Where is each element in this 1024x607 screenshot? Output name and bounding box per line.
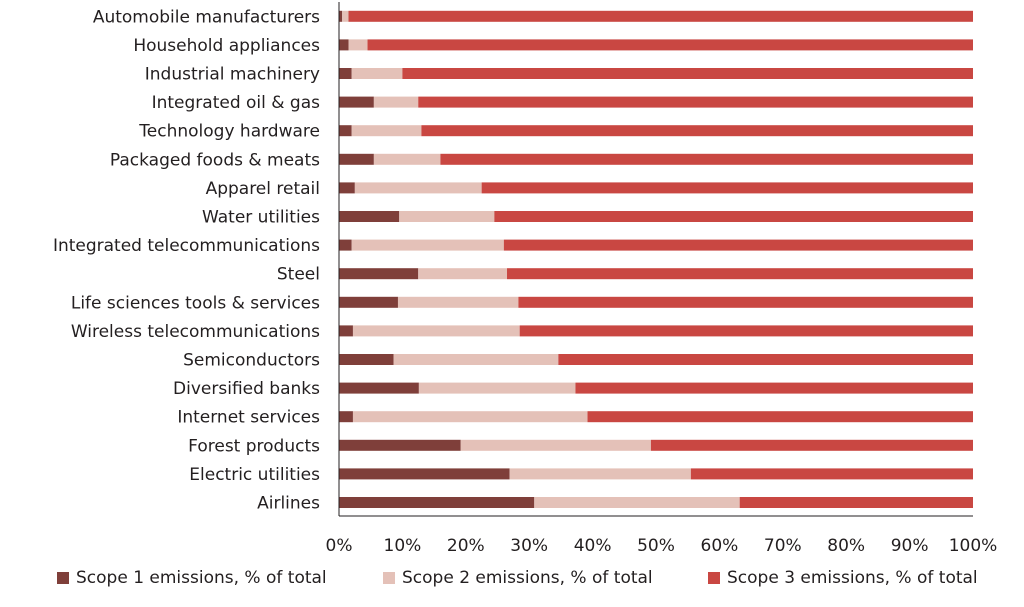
bar-wireless-telecommunications-scope-2 xyxy=(352,325,520,337)
legend-label-scope-2: Scope 2 emissions, % of total xyxy=(402,568,653,588)
bar-industrial-machinery-scope-3 xyxy=(402,68,973,79)
category-label-technology-hardware: Technology hardware xyxy=(138,122,320,142)
bar-household-appliances-scope-2 xyxy=(348,39,368,51)
bar-semiconductors-scope-1 xyxy=(339,354,394,365)
category-label-forest-products: Forest products xyxy=(188,436,320,456)
bar-packaged-foods-and-meats-scope-2 xyxy=(373,153,441,165)
x-tick-label-20: 20% xyxy=(447,536,485,556)
bar-packaged-foods-and-meats-scope-3 xyxy=(440,153,973,165)
bar-household-appliances-scope-3 xyxy=(367,39,973,51)
bar-integrated-telecommunications-scope-1 xyxy=(339,239,352,251)
bar-automobile-manufacturers-scope-1 xyxy=(339,10,343,22)
bar-forest-products-scope-3 xyxy=(650,439,973,451)
category-label-diversified-banks: Diversified banks xyxy=(173,379,320,399)
x-tick-labels: 0% 10% 20% 30% 40% 50% 60% 70% 80% 90% 100% xyxy=(326,536,998,556)
x-tick-label-60: 60% xyxy=(701,536,739,556)
bar-industrial-machinery-scope-1 xyxy=(339,68,352,79)
legend-label-scope-1: Scope 1 emissions, % of total xyxy=(76,568,327,588)
x-tick-label-0: 0% xyxy=(326,536,353,556)
bar-internet-services-scope-3 xyxy=(587,411,973,423)
legend-swatch-scope-2 xyxy=(383,572,395,584)
bar-water-utilities-scope-1 xyxy=(339,211,400,222)
stacked-bar-chart: Automobile manufacturers Household applia… xyxy=(53,2,998,556)
bar-life-sciences-tools-and-services-scope-1 xyxy=(339,296,398,308)
bar-integrated-oil-and-gas-scope-3 xyxy=(418,96,973,108)
legend-swatch-scope-3 xyxy=(708,572,720,584)
bar-diversified-banks-scope-3 xyxy=(575,382,973,394)
x-tick-label-80: 80% xyxy=(827,536,865,556)
bar-airlines-scope-2 xyxy=(534,497,740,508)
category-label-steel: Steel xyxy=(277,265,320,285)
category-label-internet-services: Internet services xyxy=(177,408,320,428)
bar-internet-services-scope-2 xyxy=(352,411,588,423)
bar-diversified-banks-scope-2 xyxy=(418,382,576,394)
bar-integrated-telecommunications-scope-3 xyxy=(503,239,973,251)
x-tick-label-50: 50% xyxy=(637,536,675,556)
bar-water-utilities-scope-2 xyxy=(399,211,495,222)
category-label-household-appliances: Household appliances xyxy=(133,36,320,56)
category-label-integrated-oil-and-gas: Integrated oil & gas xyxy=(152,93,321,113)
bar-water-utilities-scope-3 xyxy=(494,211,973,222)
bar-forest-products-scope-1 xyxy=(339,439,461,451)
category-label-electric-utilities: Electric utilities xyxy=(189,465,320,485)
bar-life-sciences-tools-and-services-scope-3 xyxy=(518,296,973,308)
category-label-apparel-retail: Apparel retail xyxy=(206,179,320,199)
bar-internet-services-scope-1 xyxy=(339,411,353,423)
bar-automobile-manufacturers-scope-3 xyxy=(348,10,973,22)
x-tick-label-90: 90% xyxy=(891,536,929,556)
bar-airlines-scope-1 xyxy=(339,497,535,508)
x-tick-label-30: 30% xyxy=(510,536,548,556)
x-tick-label-40: 40% xyxy=(574,536,612,556)
category-label-integrated-telecommunications: Integrated telecommunications xyxy=(53,236,320,256)
bar-industrial-machinery-scope-2 xyxy=(351,68,403,79)
bar-steel-scope-2 xyxy=(418,268,508,280)
bar-wireless-telecommunications-scope-3 xyxy=(519,325,973,337)
bar-apparel-retail-scope-3 xyxy=(481,182,973,194)
bar-electric-utilities-scope-3 xyxy=(690,468,973,480)
category-label-packaged-foods-and-meats: Packaged foods & meats xyxy=(110,150,320,170)
bar-integrated-oil-and-gas-scope-2 xyxy=(373,96,419,108)
bar-electric-utilities-scope-2 xyxy=(509,468,691,480)
bar-integrated-telecommunications-scope-2 xyxy=(351,239,504,251)
x-tick-label-10: 10% xyxy=(384,536,422,556)
bar-apparel-retail-scope-2 xyxy=(354,182,482,194)
category-label-automobile-manufacturers: Automobile manufacturers xyxy=(93,7,320,27)
bar-apparel-retail-scope-1 xyxy=(339,182,355,194)
bar-diversified-banks-scope-1 xyxy=(339,382,419,394)
bar-technology-hardware-scope-3 xyxy=(421,125,973,137)
legend: Scope 1 emissions, % of total Scope 2 em… xyxy=(0,568,1024,598)
bar-airlines-scope-3 xyxy=(739,497,973,508)
category-label-water-utilities: Water utilities xyxy=(202,208,320,228)
legend-item-scope-2: Scope 2 emissions, % of total xyxy=(383,568,653,588)
legend-swatch-scope-1 xyxy=(57,572,69,584)
bar-steel-scope-3 xyxy=(507,268,973,280)
category-label-industrial-machinery: Industrial machinery xyxy=(145,65,320,85)
bar-life-sciences-tools-and-services-scope-2 xyxy=(397,296,519,308)
x-tick-label-70: 70% xyxy=(764,536,802,556)
legend-item-scope-3: Scope 3 emissions, % of total xyxy=(708,568,978,588)
category-label-airlines: Airlines xyxy=(257,494,320,514)
bar-automobile-manufacturers-scope-2 xyxy=(342,10,349,22)
bar-electric-utilities-scope-1 xyxy=(339,468,510,480)
bar-semiconductors-scope-3 xyxy=(558,354,973,365)
category-label-wireless-telecommunications: Wireless telecommunications xyxy=(71,322,320,342)
category-label-life-sciences-tools-and-services: Life sciences tools & services xyxy=(71,293,320,313)
bar-integrated-oil-and-gas-scope-1 xyxy=(339,96,374,108)
bars-group xyxy=(339,10,973,508)
bar-forest-products-scope-2 xyxy=(460,439,651,451)
bar-wireless-telecommunications-scope-1 xyxy=(339,325,353,337)
bar-steel-scope-1 xyxy=(339,268,419,280)
category-labels: Automobile manufacturers Household applia… xyxy=(53,7,320,513)
bar-semiconductors-scope-2 xyxy=(393,354,559,365)
legend-item-scope-1: Scope 1 emissions, % of total xyxy=(57,568,327,588)
bar-packaged-foods-and-meats-scope-1 xyxy=(339,153,374,165)
bar-technology-hardware-scope-2 xyxy=(351,125,422,137)
bar-technology-hardware-scope-1 xyxy=(339,125,352,137)
x-tick-label-100: 100% xyxy=(949,536,998,556)
legend-label-scope-3: Scope 3 emissions, % of total xyxy=(727,568,978,588)
bar-household-appliances-scope-1 xyxy=(339,39,349,51)
category-label-semiconductors: Semiconductors xyxy=(183,351,320,371)
